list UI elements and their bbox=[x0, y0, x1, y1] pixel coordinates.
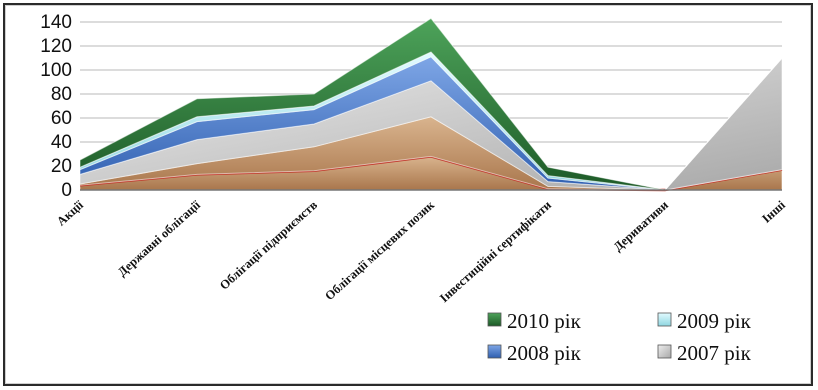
y-tick-label: 100 bbox=[40, 60, 72, 81]
legend-swatch-2008-рік bbox=[487, 344, 502, 359]
y-tick-label: 20 bbox=[51, 156, 72, 177]
y-tick-label: 80 bbox=[51, 84, 72, 105]
legend-swatch-2007-рік bbox=[657, 344, 672, 359]
x-category-label: Інвестиційні сертифікати bbox=[437, 198, 554, 305]
y-tick-label: 120 bbox=[40, 36, 72, 57]
x-category-label: Акції bbox=[54, 197, 86, 228]
legend-label-2008-рік: 2008 рік bbox=[507, 341, 582, 365]
area-2010-рік bbox=[79, 17, 783, 191]
x-category-label: Інші bbox=[759, 197, 788, 225]
legend-swatch-2010-рік bbox=[487, 312, 502, 327]
y-tick-label: 0 bbox=[61, 180, 72, 201]
legend: 2010 рік 2009 рік 2008 рік 2007 рік bbox=[487, 309, 752, 365]
x-category-label: Облігації підприємств bbox=[217, 198, 320, 293]
legend-label-2007-рік: 2007 рік bbox=[677, 341, 752, 365]
legend-label-2009-рік: 2009 рік bbox=[677, 309, 752, 333]
x-category-label: Деривативи bbox=[611, 198, 671, 254]
x-category-label: Облігації місцевих позик bbox=[322, 197, 437, 303]
y-tick-label: 60 bbox=[51, 108, 72, 129]
legend-swatch-2009-рік bbox=[657, 312, 672, 327]
x-category-label: Державні облігації bbox=[115, 197, 203, 279]
plot-area bbox=[79, 17, 783, 192]
y-tick-label: 140 bbox=[40, 12, 72, 33]
y-tick-label: 40 bbox=[51, 132, 72, 153]
legend-label-2010-рік: 2010 рік bbox=[507, 309, 582, 333]
